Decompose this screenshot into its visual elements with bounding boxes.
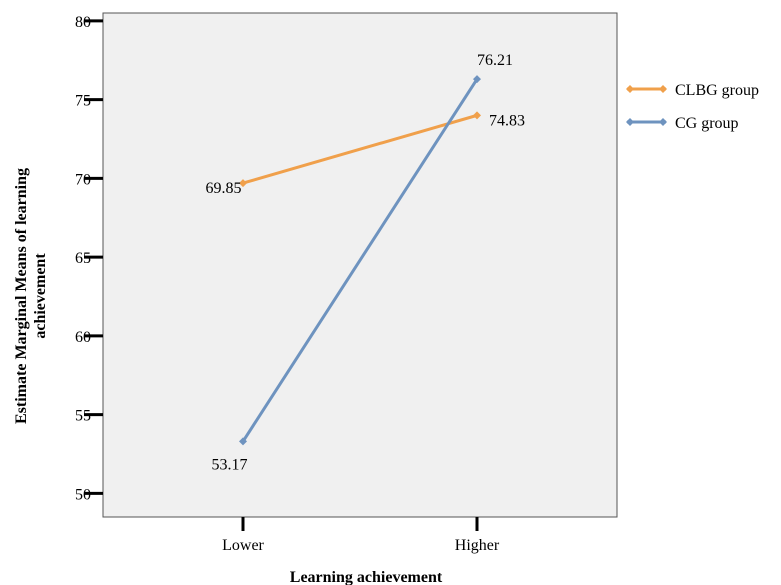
x-axis: Lower Higher <box>222 517 500 554</box>
data-label: 69.85 <box>206 180 242 197</box>
y-axis-title: Estimate Marginal Means of learning achie… <box>13 168 49 424</box>
data-label: 53.17 <box>212 456 248 473</box>
y-tick-label: 70 <box>75 171 91 188</box>
data-point-marker <box>473 75 481 84</box>
legend-marker <box>626 85 634 93</box>
x-tick-label: Lower <box>222 537 264 554</box>
y-tick-label: 55 <box>75 408 91 425</box>
legend-marker <box>626 118 634 126</box>
x-tick-label: Higher <box>455 537 500 554</box>
y-tick-label: 80 <box>75 14 91 31</box>
data-point-marker <box>473 111 481 120</box>
legend-label: CLBG group <box>675 82 759 99</box>
x-axis-title: Learning achievement <box>290 569 443 585</box>
plot-area <box>102 12 618 518</box>
data-point-marker <box>239 179 247 188</box>
series-layer <box>239 75 481 446</box>
series-line-2 <box>241 78 479 443</box>
y-tick-label: 75 <box>75 93 91 110</box>
series-line-1 <box>242 113 478 185</box>
y-axis-title-line: achievement <box>32 253 49 339</box>
y-tick-label: 50 <box>75 486 91 503</box>
y-axis: 50 55 60 65 70 75 80 <box>75 14 103 503</box>
data-point-marker <box>239 437 247 446</box>
legend-label: CG group <box>675 115 739 132</box>
y-axis-title-line: Estimate Marginal Means of learning <box>13 168 30 424</box>
y-tick-label: 60 <box>75 329 91 346</box>
legend-marker <box>659 85 667 93</box>
legend-marker <box>659 118 667 126</box>
legend: CLBG group CG group <box>626 82 759 132</box>
data-label: 74.83 <box>489 112 525 129</box>
data-labels: 69.85 74.83 53.17 76.21 <box>206 52 526 473</box>
y-tick-label: 65 <box>75 250 91 267</box>
data-label: 76.21 <box>477 52 513 69</box>
